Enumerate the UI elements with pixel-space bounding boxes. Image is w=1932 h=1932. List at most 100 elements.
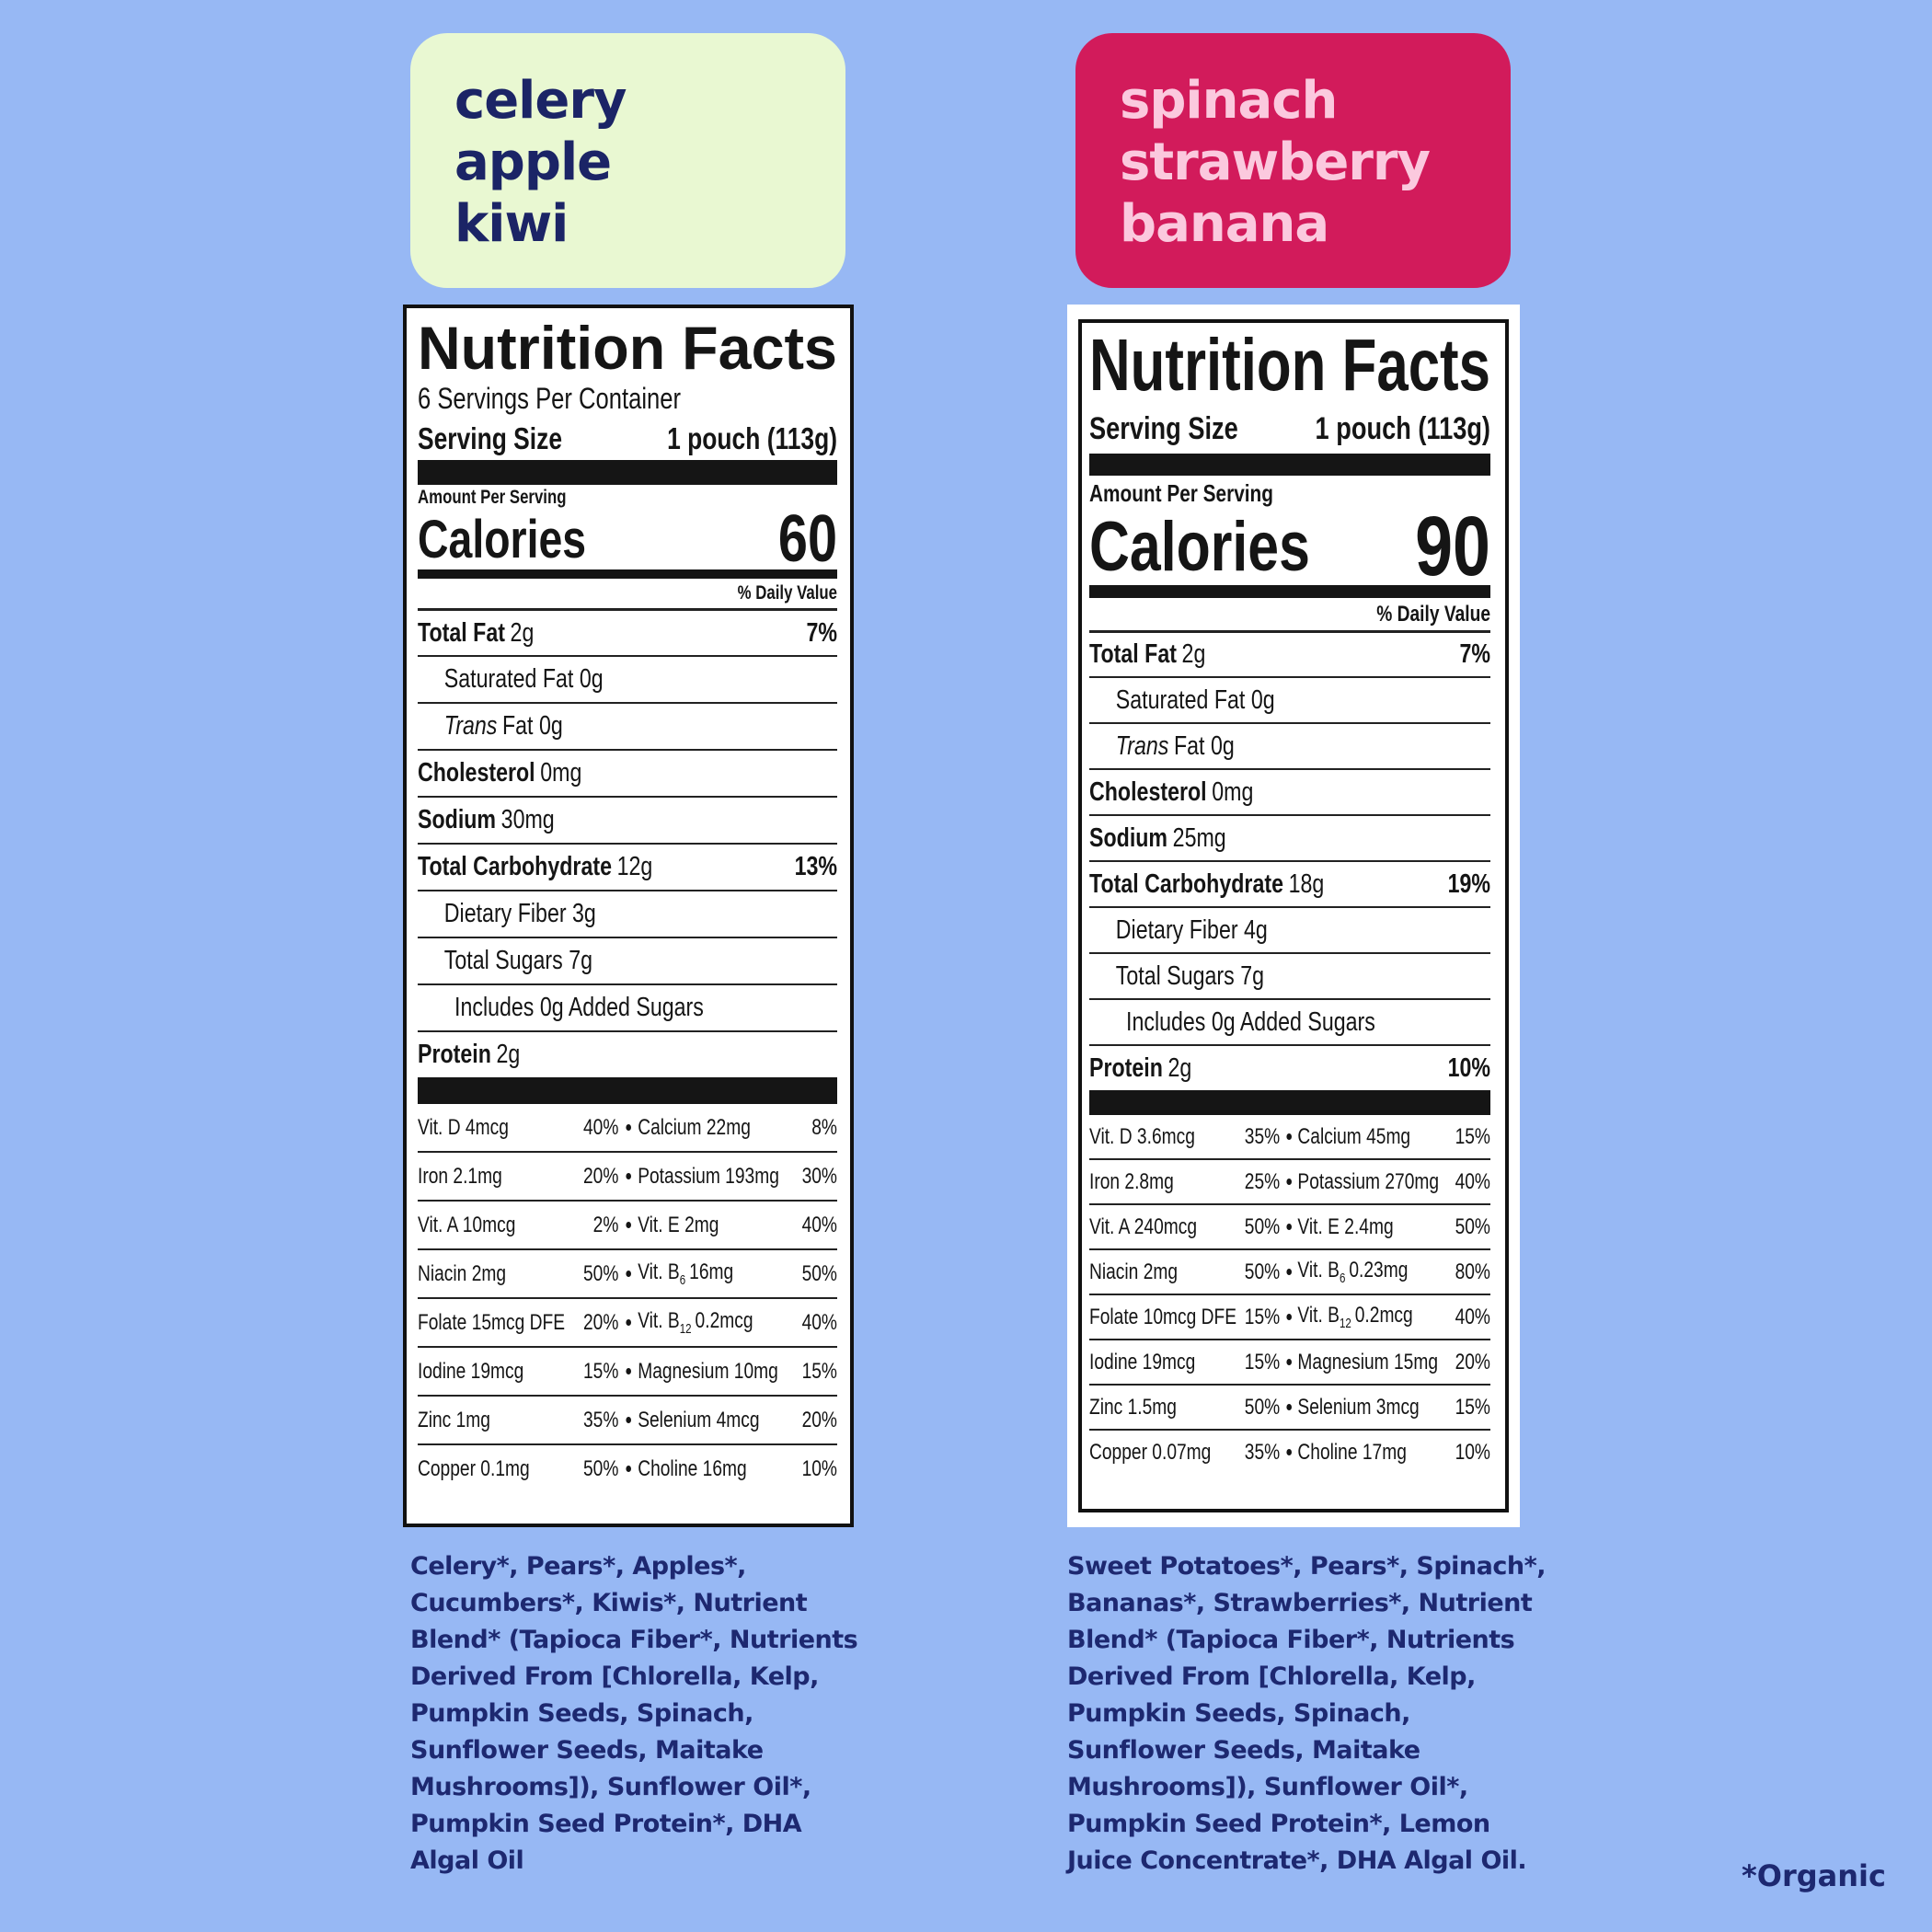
vitamin-name: Copper 0.1mg [418, 1456, 576, 1482]
nutrient-row: Saturated Fat 0g [1089, 676, 1490, 722]
nutrient: Total Carbohydrate 18g [1089, 869, 1324, 900]
nutrient: Sodium 25mg [1089, 823, 1226, 854]
nutrient-amount: 0mg [540, 758, 582, 788]
nutrient: Trans Fat 0g [1116, 731, 1235, 762]
vitamin-text: Folate 15mcg DFE [418, 1309, 566, 1335]
ingredient-line: Sunflower Seeds, Maitake [410, 1736, 764, 1765]
vitamin-name: Vit. E 2.4mg [1297, 1214, 1447, 1240]
nutrient-name: Protein [1089, 1052, 1163, 1083]
vitamin-text: Calcium 45mg [1297, 1123, 1411, 1149]
product-name-line: celery [454, 71, 627, 131]
vitamin-dv: 15% [1455, 1394, 1490, 1420]
vitamin-dv: 40% [1455, 1304, 1490, 1329]
nutrient-row: Total Sugars 7g [418, 937, 837, 983]
nutrient: Total Fat 2g [1089, 639, 1205, 670]
nutrient: Protein 2g [418, 1040, 520, 1070]
product-name-line: apple [454, 132, 612, 192]
vitamin-dv: 15% [801, 1358, 837, 1384]
nutrient-amount: 12g [616, 852, 653, 881]
vitamin-row: Copper 0.1mg 50% Choline 16mg 10% [418, 1443, 837, 1492]
nutrient-name: Sodium [1089, 822, 1168, 853]
ingredient-line: Juice Concentrate*, DHA Algal Oil. [1067, 1846, 1527, 1875]
label-frame: Nutrition Facts Serving Size 1 pouch (113g… [1078, 319, 1509, 1512]
vitamin-name: Iron 2.8mg [1089, 1169, 1240, 1195]
bullet [626, 1173, 631, 1179]
vitamin-dv: 50% [801, 1260, 837, 1286]
vitamin-dv: 15% [582, 1358, 619, 1384]
daily-value-header: % Daily Value [737, 582, 837, 604]
vitamin-name: Choline 16mg [638, 1456, 791, 1482]
thick-bar [418, 460, 837, 485]
nutrient-row: Saturated Fat 0g [418, 655, 837, 702]
nutrient-text: Fat 0g [501, 711, 563, 741]
vitamin-row: Niacin 2mg 50% Vit. B6 16mg 50% [418, 1248, 837, 1297]
nutrient-text: Total Sugars 7g [1115, 960, 1265, 991]
vitamin-text: Zinc 1.5mg [1089, 1394, 1177, 1420]
vitamin-dv: 15% [1244, 1304, 1281, 1329]
vitamin-text: Choline 17mg [1297, 1439, 1407, 1465]
vitamin-name: Niacin 2mg [418, 1261, 576, 1287]
vitamin-text: Folate 10mcg DFE [1089, 1304, 1237, 1329]
nutrient-amount: 30mg [500, 805, 555, 834]
vitamin-name: Selenium 4mcg [638, 1408, 791, 1433]
ingredient-line: Sweet Potatoes*, Pears*, Spinach*, [1067, 1552, 1546, 1581]
nutrient-row: Trans Fat 0g [1089, 722, 1490, 768]
nutrient-row: Total Fat 2g 7% [1089, 630, 1490, 676]
thick-bar [418, 1077, 837, 1104]
vitamin-name: Vit. B12 0.2mcg [1297, 1303, 1447, 1331]
nutrient: Total Sugars 7g [444, 946, 592, 976]
vitamin-name: Vit. D 3.6mcg [1089, 1124, 1240, 1150]
nutrient-name: Cholesterol [1089, 776, 1207, 807]
vitamin-dv: 15% [1244, 1349, 1281, 1374]
nutrient-row: Total Carbohydrate 12g 13% [418, 843, 837, 890]
vitamin-text: Vit. B [1297, 1258, 1340, 1283]
vitamin-text: Niacin 2mg [1089, 1259, 1179, 1284]
vitamin-row: Zinc 1mg 35% Selenium 4mcg 20% [418, 1395, 837, 1443]
vitamin-name: Selenium 3mcg [1297, 1395, 1447, 1420]
bullet [1286, 1359, 1292, 1365]
bullet [1286, 1179, 1292, 1185]
nutrient-text: Total Sugars 7g [443, 946, 593, 975]
vitamin-text: Selenium 4mcg [638, 1407, 760, 1432]
vitamin-row: Iodine 19mcg 15% Magnesium 15mg 20% [1089, 1339, 1490, 1384]
vitamin-name: Vit. B6 0.23mg [1297, 1258, 1447, 1286]
vitamin-text: Selenium 3mcg [1297, 1394, 1420, 1420]
serving-size: 1 pouch (113g) [1315, 410, 1490, 446]
vitamin-name: Vit. B12 0.2mcg [638, 1308, 791, 1337]
vitamin-name: Iodine 19mcg [418, 1359, 576, 1385]
vitamin-dv: 30% [801, 1163, 837, 1189]
vitamin-name: Zinc 1mg [418, 1408, 576, 1433]
ingredient-line: Derived From [Chlorella, Kelp, [410, 1662, 819, 1691]
nutrient: Dietary Fiber 4g [1116, 915, 1268, 946]
product-name-line: strawberry [1120, 132, 1431, 192]
ingredient-line: Blend* (Tapioca Fiber*, Nutrients [410, 1626, 858, 1654]
calories-row: Calories 90 [1089, 500, 1490, 593]
vitamin-amount: 0.2mcg [1354, 1303, 1413, 1328]
vitamin-row: Iron 2.8mg 25% Potassium 270mg 40% [1089, 1158, 1490, 1203]
vitamin-row: Zinc 1.5mg 50% Selenium 3mcg 15% [1089, 1384, 1490, 1429]
vitamin-row: Folate 15mcg DFE 20% Vit. B12 0.2mcg 40% [418, 1297, 837, 1346]
nutrient-row: Sodium 30mg [418, 796, 837, 843]
vitamin-name: Vit. A 10mcg [418, 1213, 576, 1238]
ingredients: Celery*, Pears*, Apples*, Cucumbers*, Kiw… [410, 1548, 858, 1880]
nutrient: Includes 0g Added Sugars [454, 993, 704, 1023]
vitamin-text: Iodine 19mcg [1089, 1349, 1196, 1374]
nutrient-text: Dietary Fiber 3g [443, 899, 596, 928]
vitamin-name: Vit. E 2mg [638, 1213, 791, 1238]
vitamin-text: Choline 16mg [638, 1455, 747, 1481]
vitamin-name: Magnesium 15mg [1297, 1350, 1447, 1375]
nutrient-row: Cholesterol 0mg [1089, 768, 1490, 814]
vitamin-text: Iron 2.8mg [1089, 1168, 1174, 1194]
vitamin-name: Magnesium 10mg [638, 1359, 791, 1385]
vitamin-dv: 20% [582, 1163, 619, 1189]
serving-size-row: Serving Size 1 pouch (113g) [1089, 404, 1490, 454]
vitamin-text: Zinc 1mg [418, 1407, 490, 1432]
nutrient-row: Total Fat 2g 7% [418, 608, 837, 655]
nutrient: Cholesterol 0mg [418, 758, 581, 788]
bullet [626, 1124, 631, 1131]
vitamin-text: Vit. D 4mcg [418, 1114, 509, 1140]
vitamin-dv: 50% [582, 1455, 619, 1481]
vitamin-amount: 0.2mcg [695, 1308, 753, 1334]
vitamin-dv: 40% [582, 1114, 619, 1140]
serving-size-row: Serving Size 1 pouch (113g) [418, 417, 837, 460]
